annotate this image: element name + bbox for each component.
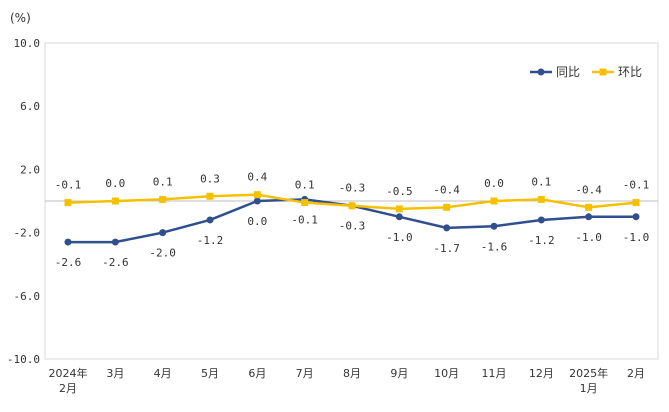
data-label: -2.6 bbox=[102, 256, 129, 269]
data-point bbox=[111, 238, 119, 246]
data-label: -2.0 bbox=[149, 247, 176, 260]
data-labels: -2.6 -2.6 -2.0 -1.2 0.0 -0.1 -0.3 -1.0 -1.7 -1.6 -… bbox=[55, 171, 650, 269]
data-label: -1.7 bbox=[433, 242, 460, 255]
legend-marker bbox=[599, 68, 607, 76]
data-label: -0.4 bbox=[575, 183, 602, 196]
x-tick-label: 6月 bbox=[248, 367, 266, 380]
x-tick-label: 11月 bbox=[482, 367, 507, 380]
x-tick-label: 2月 bbox=[627, 367, 645, 380]
x-tick-label: 2024年 2月 bbox=[49, 366, 88, 395]
x-tick-label: 4月 bbox=[154, 367, 172, 380]
y-tick-label: -10.0 bbox=[7, 353, 40, 366]
data-point bbox=[490, 197, 498, 205]
data-label: 0.0 bbox=[247, 215, 267, 228]
data-point bbox=[206, 192, 214, 200]
data-label: 0.3 bbox=[200, 172, 220, 185]
data-label: 0.0 bbox=[484, 177, 504, 190]
x-tick-label: 10月 bbox=[434, 367, 459, 380]
y-tick-label: 10.0 bbox=[14, 37, 41, 50]
data-label: -0.5 bbox=[386, 185, 413, 198]
data-point bbox=[159, 195, 167, 203]
data-label: 0.4 bbox=[247, 171, 267, 184]
data-point bbox=[301, 199, 309, 207]
data-label: -1.0 bbox=[575, 231, 602, 244]
data-label: -0.1 bbox=[291, 213, 318, 226]
data-label: 0.1 bbox=[153, 175, 173, 188]
legend-marker bbox=[537, 68, 545, 76]
legend: 同比 环比 bbox=[530, 65, 642, 79]
data-label: -0.1 bbox=[55, 179, 82, 192]
x-tick-label: 5月 bbox=[201, 367, 219, 380]
data-label: -0.3 bbox=[339, 220, 366, 233]
data-label: -0.3 bbox=[339, 182, 366, 195]
data-point bbox=[395, 213, 403, 221]
x-tick-label: 12月 bbox=[529, 367, 554, 380]
x-tick-label: 8月 bbox=[343, 367, 361, 380]
legend-label: 同比 bbox=[556, 65, 580, 79]
data-label: -1.0 bbox=[623, 231, 650, 244]
y-tick-label: -2.0 bbox=[14, 227, 41, 240]
data-point bbox=[585, 213, 593, 221]
data-point bbox=[395, 205, 403, 213]
data-point bbox=[253, 197, 261, 205]
data-label: -1.6 bbox=[481, 240, 508, 253]
y-tick-label: -6.0 bbox=[14, 290, 41, 303]
data-point bbox=[348, 202, 356, 210]
data-label: 0.1 bbox=[531, 175, 551, 188]
y-tick-label: 6.0 bbox=[20, 100, 40, 113]
data-point bbox=[537, 216, 545, 224]
data-point bbox=[206, 216, 214, 224]
data-label: 0.0 bbox=[105, 177, 125, 190]
y-unit-label: (%) bbox=[10, 11, 31, 25]
y-tick-label: 2.0 bbox=[20, 163, 40, 176]
data-point bbox=[443, 224, 451, 232]
series-layer bbox=[64, 191, 640, 246]
data-point bbox=[111, 197, 119, 205]
data-label: -1.2 bbox=[197, 234, 224, 247]
data-point bbox=[253, 191, 261, 199]
data-point bbox=[64, 199, 72, 207]
data-label: -1.2 bbox=[528, 234, 555, 247]
data-point bbox=[443, 203, 451, 211]
data-point bbox=[585, 203, 593, 211]
data-point bbox=[632, 213, 640, 221]
data-label: -0.4 bbox=[433, 183, 460, 196]
data-point bbox=[632, 199, 640, 207]
data-point bbox=[159, 229, 167, 237]
data-label: -1.0 bbox=[386, 231, 413, 244]
x-tick-label: 9月 bbox=[390, 367, 408, 380]
y-axis-ticks: 10.0 6.0 2.0 -2.0 -6.0 -10.0 bbox=[7, 37, 40, 366]
x-tick-label: 7月 bbox=[296, 367, 314, 380]
data-point bbox=[537, 195, 545, 203]
data-label: -0.1 bbox=[623, 179, 650, 192]
data-point bbox=[64, 238, 72, 246]
x-axis-ticks: 2024年 2月 3月 4月 5月 6月 7月 8月 9月 10月 11月 12月 2025年 1月 2月 bbox=[49, 366, 646, 395]
data-point bbox=[490, 222, 498, 230]
data-label: -2.6 bbox=[55, 256, 82, 269]
data-label: 0.1 bbox=[295, 179, 315, 192]
x-tick-label: 3月 bbox=[106, 367, 124, 380]
x-tick-label: 2025年 1月 bbox=[569, 366, 608, 395]
legend-label: 环比 bbox=[618, 65, 642, 79]
